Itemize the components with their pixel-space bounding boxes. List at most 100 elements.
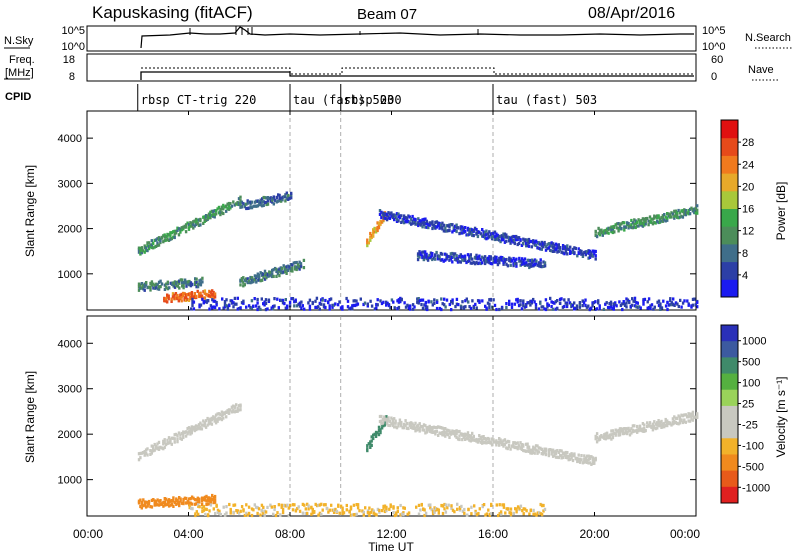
echo-cell <box>459 227 463 231</box>
echo-cell <box>403 506 406 510</box>
echo-cell <box>661 425 665 429</box>
echo-cell <box>469 227 472 231</box>
echo-cell <box>393 306 396 310</box>
echo-cell <box>654 221 657 225</box>
echo-cell <box>193 502 197 506</box>
echo-cell <box>223 513 227 517</box>
echo-cell <box>150 283 154 287</box>
echo-cell <box>287 514 290 518</box>
echo-cell <box>153 283 156 288</box>
echo-cell <box>149 505 152 509</box>
echo-cell <box>237 197 241 201</box>
echo-cell <box>157 243 161 247</box>
echo-cell <box>208 289 211 293</box>
echo-cell <box>385 300 388 304</box>
echo-cell <box>417 217 420 221</box>
echo-cell <box>493 303 497 307</box>
colorbar-tick-label: 1000 <box>742 336 766 348</box>
echo-cell <box>451 431 454 435</box>
echo-cell <box>414 426 417 430</box>
echo-cell <box>486 256 490 260</box>
echo-cell <box>471 261 474 265</box>
echo-cell <box>421 221 424 225</box>
echo-cell <box>271 272 274 276</box>
echo-cell <box>684 420 687 424</box>
echo-cell <box>547 451 551 455</box>
echo-cell <box>204 512 207 516</box>
echo-cell <box>611 225 615 229</box>
echo-cell <box>172 504 175 508</box>
echo-cell <box>564 301 567 305</box>
echo-cell <box>163 500 166 504</box>
echo-cell <box>445 224 448 228</box>
echo-cell <box>492 298 495 302</box>
echo-cell <box>198 305 201 309</box>
echo-cell <box>677 414 680 418</box>
echo-cell <box>286 304 289 308</box>
echo-cell <box>434 430 437 434</box>
echo-cell <box>539 446 542 450</box>
echo-cell <box>288 300 292 305</box>
echo-cell <box>353 299 357 303</box>
echo-cell <box>308 307 312 311</box>
echo-cell <box>557 249 560 253</box>
echo-cell <box>180 437 183 441</box>
echo-cell <box>195 294 198 298</box>
echo-cell <box>376 298 379 302</box>
echo-cell <box>260 503 264 507</box>
echo-cell <box>397 300 401 304</box>
echo-cell <box>284 199 287 203</box>
echo-cell <box>433 301 436 305</box>
echo-cell <box>444 427 447 431</box>
echo-cell <box>196 424 199 428</box>
echo-cell <box>368 511 371 515</box>
echo-cell <box>157 285 161 289</box>
echo-cell <box>401 426 404 430</box>
colorbar-frame <box>720 324 739 504</box>
echo-cell <box>475 231 478 235</box>
echo-cell <box>166 502 169 506</box>
echo-cell <box>492 256 495 260</box>
echo-cell <box>505 446 508 450</box>
echo-cell <box>529 508 532 512</box>
echo-cell <box>534 306 538 310</box>
echo-cell <box>581 461 585 465</box>
echo-cell <box>283 270 287 274</box>
echo-cell <box>243 203 246 207</box>
echo-cell <box>173 285 177 289</box>
echo-cell <box>565 304 569 309</box>
echo-cell <box>182 225 185 229</box>
echo-cell <box>144 246 148 250</box>
echo-cell <box>446 506 449 510</box>
echo-cell <box>481 439 484 443</box>
echo-cell <box>617 229 620 233</box>
echo-cell <box>382 506 385 510</box>
echo-cell <box>422 258 425 262</box>
echo-cell <box>563 451 566 455</box>
echo-cell <box>269 199 273 203</box>
echo-cell <box>570 302 573 307</box>
echo-cell <box>207 215 211 219</box>
echo-cell <box>336 303 340 307</box>
echo-cell <box>424 221 427 226</box>
echo-cell <box>533 242 536 246</box>
echo-cell <box>189 221 192 225</box>
echo-cell <box>636 428 639 432</box>
echo-cell <box>247 206 251 210</box>
echo-cell <box>269 196 273 200</box>
echo-cell <box>195 280 198 285</box>
echo-cell <box>172 499 175 503</box>
echo-cell <box>232 305 235 309</box>
echo-cell <box>614 301 617 305</box>
echo-cell <box>455 254 458 258</box>
echo-cell <box>535 261 538 265</box>
echo-cell <box>455 223 458 227</box>
echo-cell <box>520 257 524 261</box>
echo-cell <box>366 510 370 515</box>
echo-cell <box>564 248 568 252</box>
echo-cell <box>473 226 477 230</box>
echo-cell <box>168 286 171 290</box>
echo-cell <box>509 238 512 242</box>
velocity-colorbar-label: Velocity [m s⁻¹] <box>774 376 788 457</box>
echo-cell <box>597 226 600 230</box>
